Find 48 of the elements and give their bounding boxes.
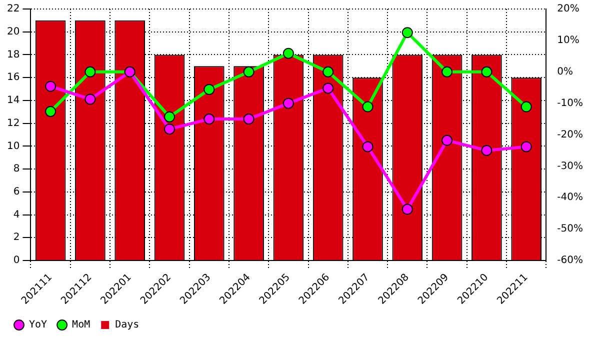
- y-tick-label: 8: [13, 164, 20, 175]
- point: [520, 141, 532, 152]
- y2-tick-label: 20%: [557, 4, 580, 15]
- point: [45, 80, 56, 92]
- y-tick-label: 20: [6, 26, 20, 38]
- y-tick-label: 10: [6, 140, 20, 152]
- y-tick-label: 12: [6, 118, 20, 129]
- y-tick-label: 6: [13, 186, 20, 198]
- y-tick-label: 4: [13, 209, 20, 220]
- point: [243, 66, 254, 78]
- y-tick-label: 18: [6, 49, 20, 60]
- point: [204, 114, 215, 125]
- legend-label: Days: [115, 320, 140, 331]
- legend-label: MoM: [72, 320, 90, 331]
- y-tick-label: 22: [6, 4, 20, 15]
- point: [282, 98, 294, 109]
- point: [84, 66, 96, 78]
- y2-tick-label: 0%: [557, 66, 574, 78]
- legend-label: YoY: [29, 320, 48, 331]
- point: [481, 66, 492, 78]
- point: [520, 101, 532, 112]
- point: [164, 111, 175, 122]
- point: [442, 134, 453, 146]
- point: [243, 114, 254, 125]
- point: [481, 144, 492, 156]
- y2-tick-label: -40%: [557, 192, 584, 204]
- y2-tick-label: 10%: [557, 35, 580, 46]
- point: [322, 66, 334, 78]
- point: [282, 48, 294, 59]
- point: [442, 66, 453, 78]
- y2-tick-label: -10%: [557, 98, 584, 109]
- y-tick-label: 0: [13, 255, 20, 266]
- point: [164, 124, 175, 135]
- point: [402, 27, 413, 38]
- y2-tick-label: -30%: [557, 160, 584, 172]
- point: [45, 106, 56, 117]
- y-tick-label: 14: [6, 95, 20, 106]
- point: [322, 82, 334, 94]
- point: [362, 101, 374, 112]
- point: [84, 94, 96, 105]
- y2-tick-label: -60%: [557, 255, 584, 266]
- y2-tick-label: -20%: [557, 129, 584, 140]
- y-tick-label: 2: [13, 232, 20, 244]
- point: [204, 84, 215, 95]
- point: [362, 141, 374, 152]
- y-tick-label: 16: [6, 72, 20, 84]
- point: [402, 204, 413, 215]
- y2-tick-label: -50%: [557, 224, 584, 235]
